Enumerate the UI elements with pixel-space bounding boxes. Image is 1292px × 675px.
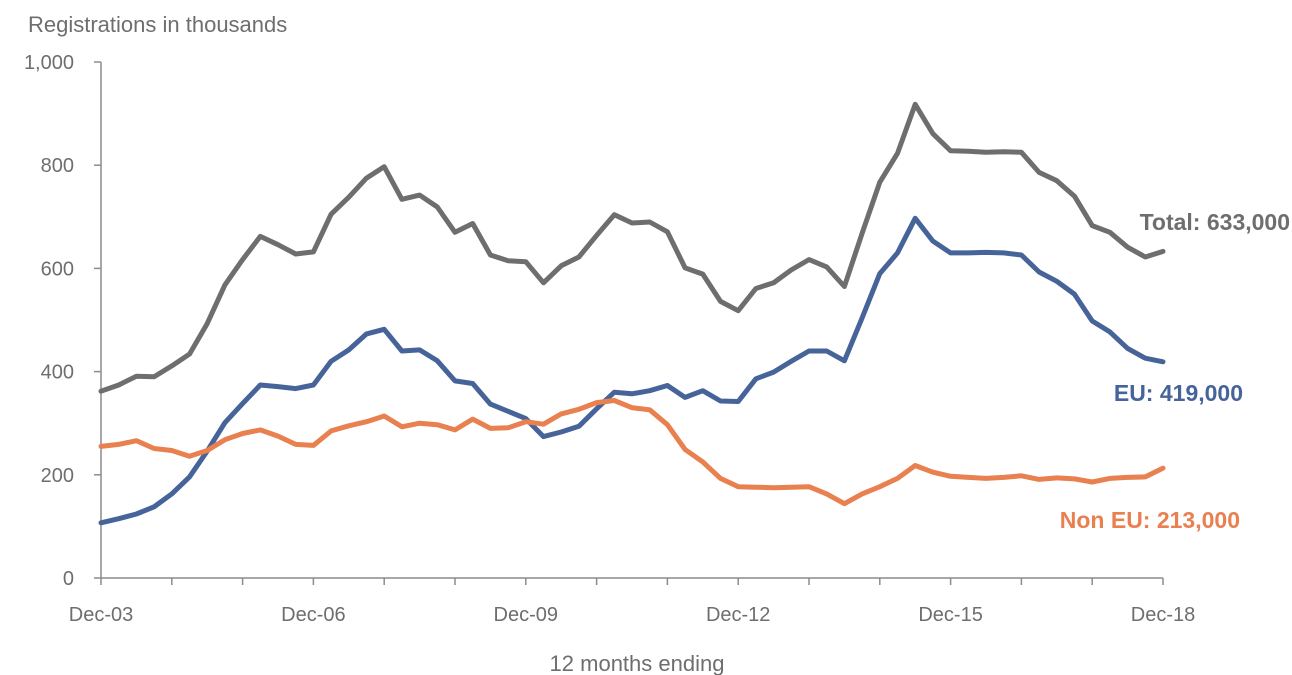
y-axis-title: Registrations in thousands (28, 12, 287, 37)
series-label-total: Total: 633,000 (1140, 209, 1290, 235)
y-axis: 0 200 400 600 800 1,000 (24, 52, 102, 590)
x-tick-label: Dec-15 (918, 604, 982, 626)
x-tick-label: Dec-18 (1131, 604, 1195, 626)
series-line-non-eu (98, 398, 1166, 507)
y-tick-label: 600 (41, 258, 74, 280)
y-tick-label: 200 (41, 465, 74, 487)
series-line-eu (98, 215, 1166, 526)
x-axis: Dec-03 Dec-06 Dec-09 Dec-12 Dec-15 Dec-18 (69, 577, 1195, 626)
x-tick-label: Dec-03 (69, 604, 133, 626)
y-tick-label: 400 (41, 362, 74, 384)
series-line-total (98, 101, 1166, 394)
x-tick-label: Dec-09 (494, 604, 558, 626)
x-tick-label: Dec-06 (281, 604, 345, 626)
series-label-non-eu: Non EU: 213,000 (1060, 507, 1240, 533)
y-tick-label: 1,000 (24, 52, 74, 74)
series-labels: Total: 633,000 EU: 419,000 Non EU: 213,000 (1060, 209, 1290, 533)
x-axis-title: 12 months ending (550, 651, 725, 675)
x-tick-label: Dec-12 (706, 604, 770, 626)
y-tick-label: 0 (63, 568, 74, 590)
series-label-eu: EU: 419,000 (1114, 380, 1243, 406)
series-group (98, 101, 1166, 526)
y-tick-label: 800 (41, 155, 74, 177)
